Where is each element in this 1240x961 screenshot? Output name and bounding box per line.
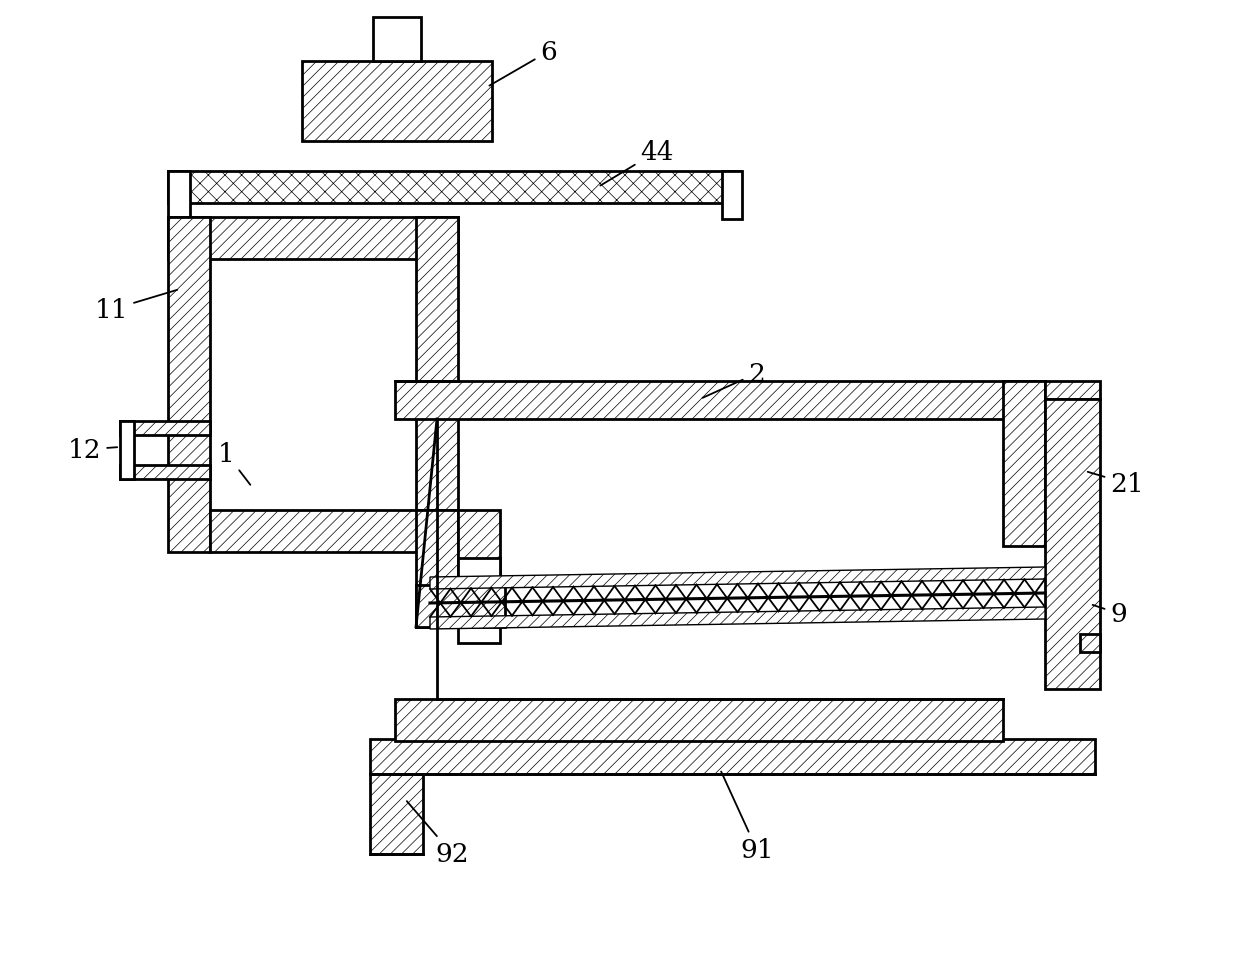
Bar bbox=[210, 510, 458, 553]
Text: 92: 92 bbox=[407, 801, 469, 866]
Bar bbox=[167, 172, 740, 204]
Text: 2: 2 bbox=[703, 361, 765, 399]
Bar bbox=[458, 510, 500, 621]
Text: 6: 6 bbox=[490, 40, 557, 86]
Bar bbox=[167, 172, 190, 220]
Bar bbox=[303, 62, 492, 142]
Text: 11: 11 bbox=[95, 290, 177, 323]
Bar bbox=[415, 510, 458, 628]
Bar bbox=[415, 218, 458, 553]
Polygon shape bbox=[430, 607, 1045, 629]
Bar bbox=[415, 585, 505, 628]
Polygon shape bbox=[430, 567, 1045, 589]
Bar bbox=[1080, 634, 1100, 653]
Bar bbox=[120, 422, 210, 435]
Bar bbox=[458, 558, 500, 643]
Text: 12: 12 bbox=[68, 437, 118, 462]
Bar bbox=[370, 739, 1095, 775]
Bar bbox=[396, 700, 1003, 741]
Bar bbox=[120, 422, 134, 480]
Text: 44: 44 bbox=[600, 140, 673, 186]
Bar bbox=[167, 218, 210, 553]
Bar bbox=[370, 775, 423, 854]
Text: 1: 1 bbox=[218, 441, 250, 485]
Bar bbox=[167, 218, 458, 259]
Bar bbox=[396, 382, 1045, 420]
Text: 21: 21 bbox=[1087, 472, 1143, 497]
Bar bbox=[373, 18, 422, 62]
Bar bbox=[1003, 382, 1045, 547]
Bar bbox=[1045, 400, 1100, 689]
Bar bbox=[722, 172, 742, 220]
Bar bbox=[120, 465, 210, 480]
Text: 9: 9 bbox=[1092, 602, 1127, 627]
Bar bbox=[1045, 382, 1100, 400]
Text: 91: 91 bbox=[722, 772, 774, 862]
